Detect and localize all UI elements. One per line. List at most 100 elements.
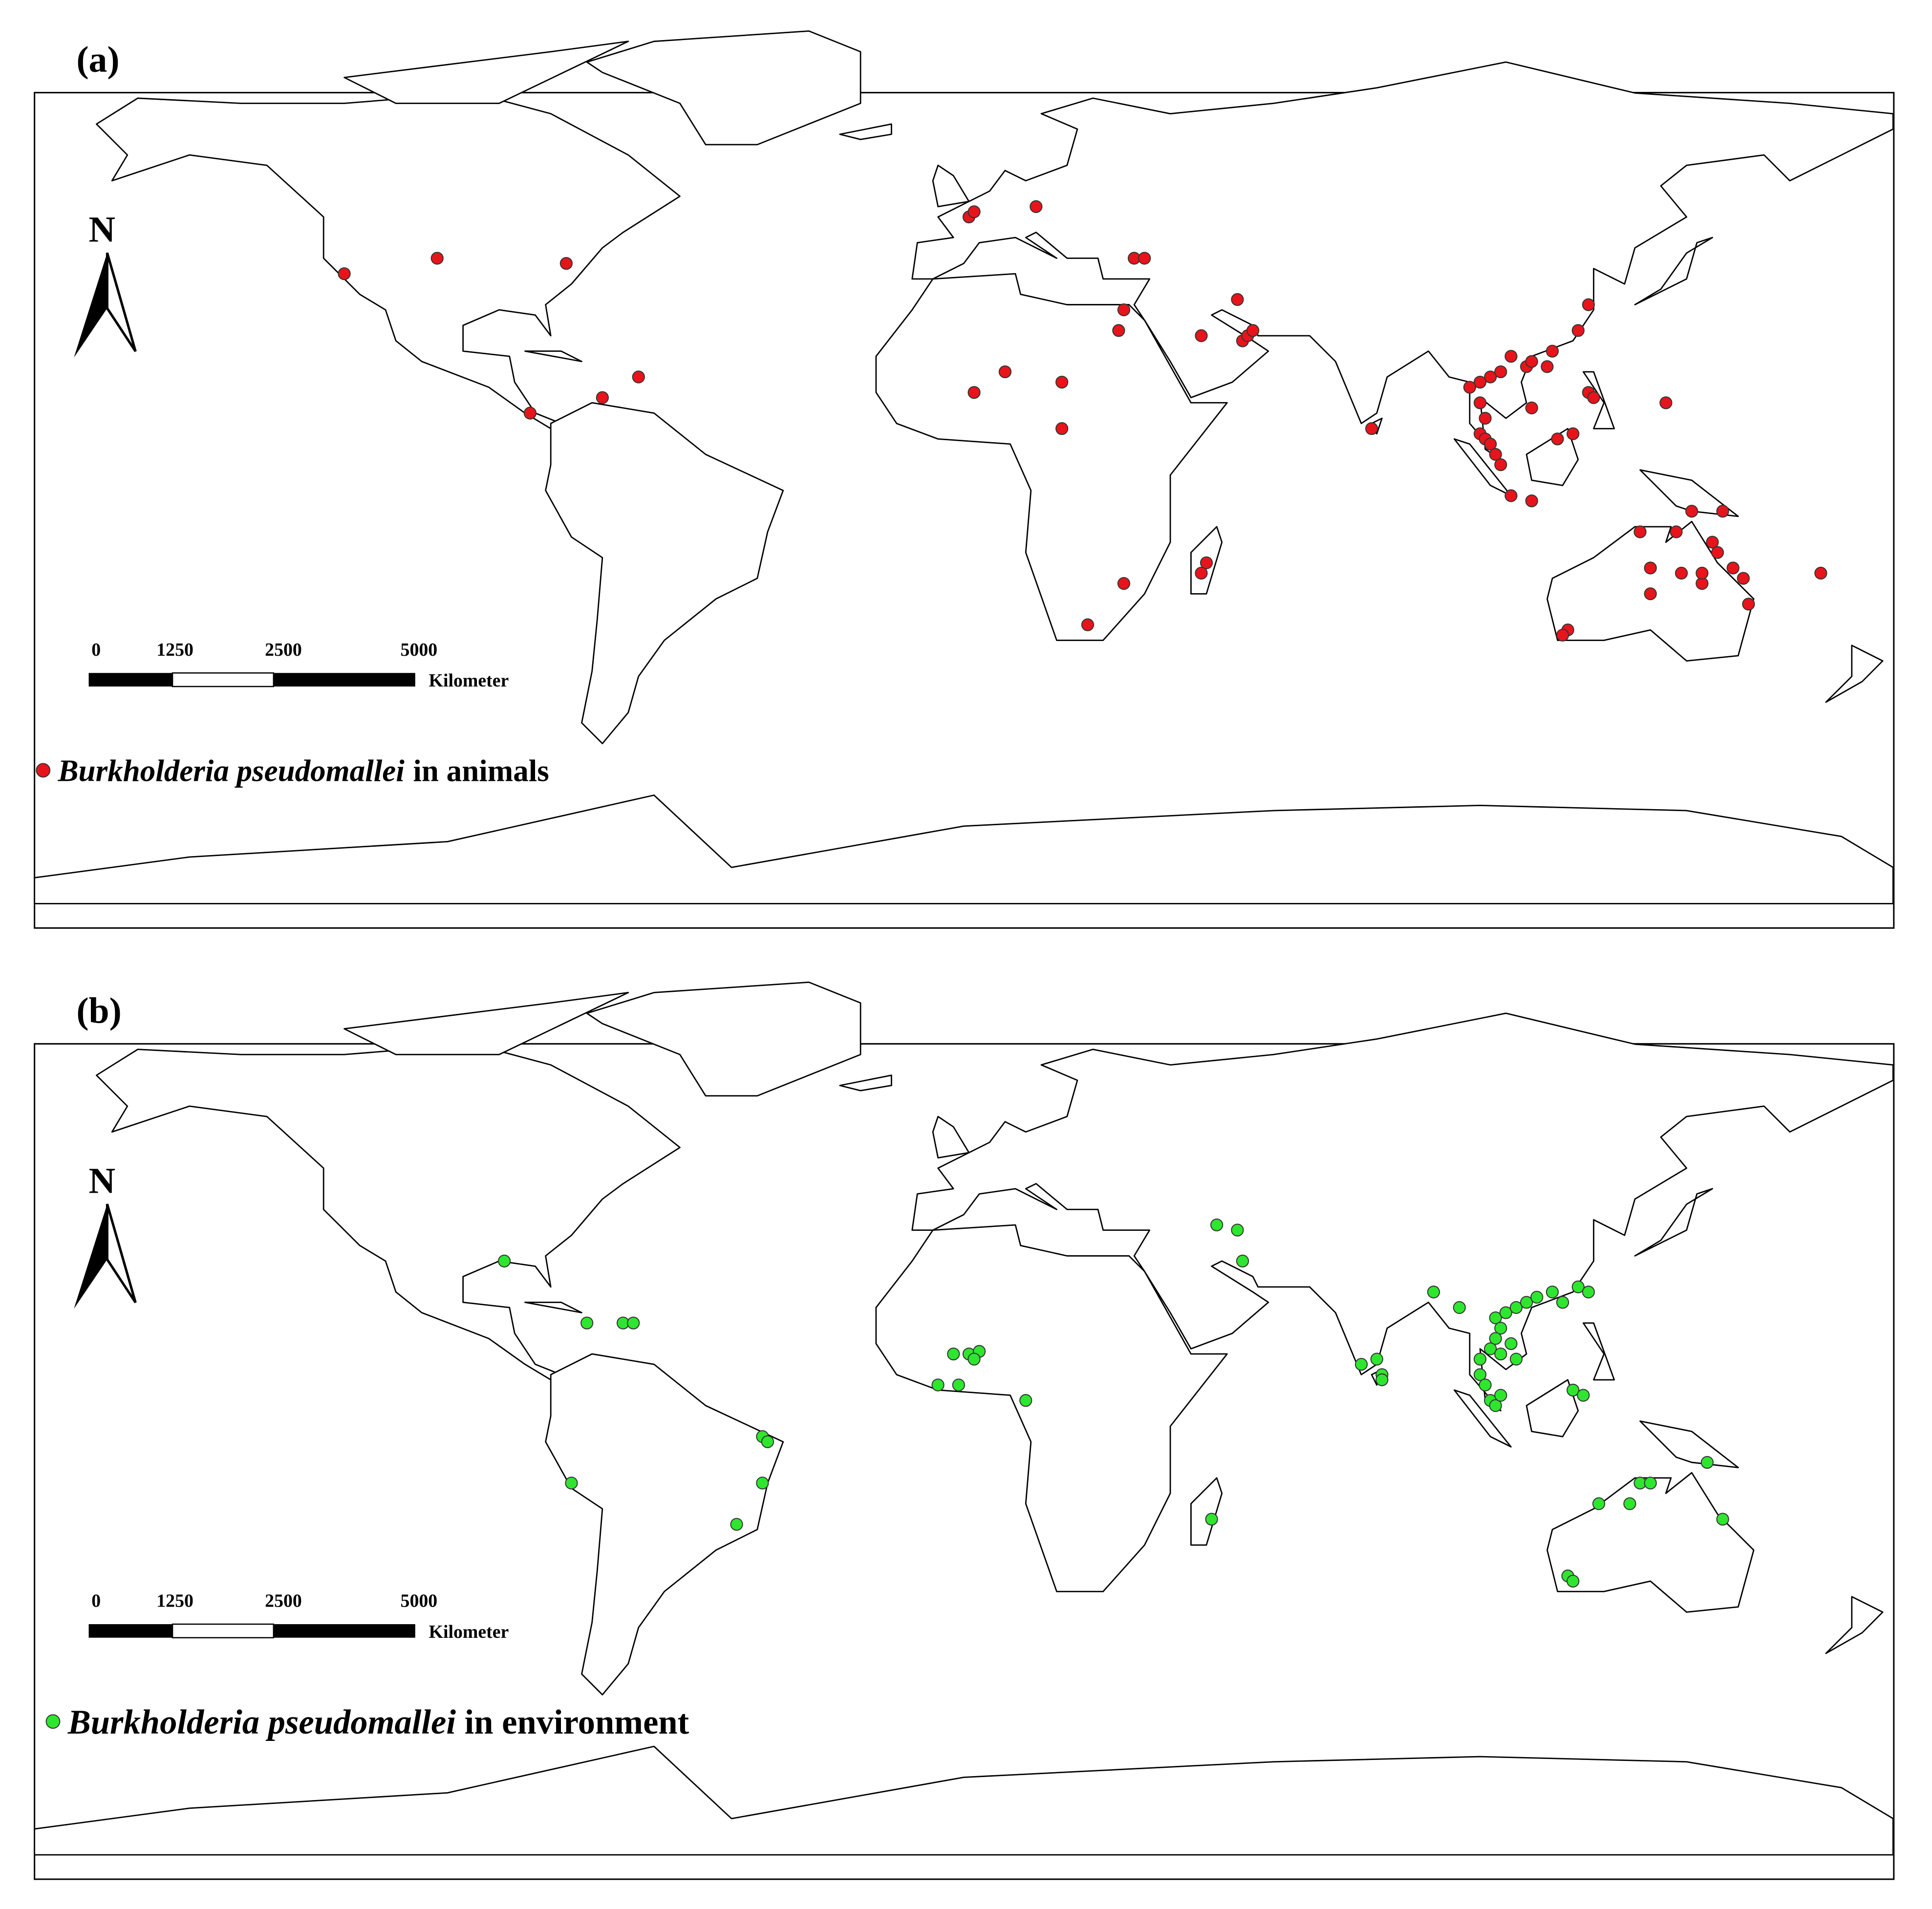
occurrence-point [1670,525,1683,538]
landmass [34,1745,1894,1856]
occurrence-point [1577,1389,1590,1402]
scale-bar [88,1624,173,1638]
landmass [34,794,1894,904]
landmass [1525,428,1579,486]
scale-unit: Kilometer [429,670,509,691]
occurrence-point [1742,598,1755,611]
occurrence-point [1236,1254,1249,1268]
occurrence-point [1504,489,1518,502]
occurrence-point [1200,556,1213,569]
occurrence-point [761,1435,774,1448]
occurrence-point [1587,391,1600,404]
occurrence-point [1210,1218,1224,1232]
landmass [1525,1379,1579,1437]
occurrence-point [1546,344,1559,358]
occurrence-point [1567,1383,1580,1397]
scale-bar [273,673,415,687]
occurrence-point [1706,536,1719,549]
north-arrow [106,1203,137,1304]
occurrence-point [1525,494,1538,508]
north-arrow [74,1204,107,1309]
occurrence-point [497,1254,511,1268]
legend-symbol [36,763,51,778]
occurrence-point [1525,355,1538,368]
occurrence-point [1541,360,1554,373]
occurrence-point [967,205,981,218]
occurrence-point [1231,1223,1244,1237]
occurrence-point [1489,1332,1502,1345]
occurrence-point [1504,1337,1518,1351]
occurrence-point [1427,1286,1440,1299]
occurrence-point [1633,525,1647,538]
occurrence-point [1055,375,1069,389]
landmass [545,402,784,745]
occurrence-point [1644,561,1657,575]
north-label: N [89,210,116,250]
occurrence-point [596,391,609,404]
occurrence-point [1484,370,1497,384]
landmass [545,1353,784,1695]
legend-species: Burkholderia pseudomallei [58,754,405,788]
occurrence-point [1556,628,1569,642]
occurrence-point [1354,1358,1368,1371]
north-arrow [106,252,137,352]
landmass [96,1043,681,1381]
occurrence-point [1081,618,1095,631]
occurrence-point [1726,561,1739,575]
occurrence-point [1520,1296,1533,1309]
occurrence-point [1205,1513,1218,1526]
landmass [343,41,629,104]
legend-suffix: in environment [465,1703,689,1741]
occurrence-point [1463,381,1477,394]
occurrence-point [1473,1352,1487,1366]
occurrence-point [1685,505,1698,518]
occurrence-point [1195,329,1208,343]
scale-unit: Kilometer [429,1622,509,1642]
occurrence-point [1546,1286,1559,1299]
occurrence-point [1737,572,1750,585]
occurrence-point [523,407,537,420]
legend-symbol [45,1714,61,1729]
landmass [343,992,629,1055]
occurrence-point [756,1477,769,1490]
occurrence-point [1716,1513,1729,1526]
scale-bar [273,1624,415,1638]
occurrence-point [1494,365,1507,379]
occurrence-point [952,1378,966,1392]
landmass [1582,371,1615,429]
occurrence-point [1711,546,1724,559]
occurrence-point [1375,1373,1389,1387]
landmass [875,1224,1228,1592]
occurrence-point [1030,200,1043,213]
panel-label: (b) [76,990,121,1031]
landmass [932,164,970,208]
occurrence-point [1509,1352,1523,1366]
occurrence-point [1556,1296,1569,1309]
occurrence-point [1195,566,1208,580]
landmass [839,1074,892,1092]
occurrence-point [1484,437,1497,450]
scale-label: 5000 [401,1591,438,1611]
occurrence-point [947,1347,960,1361]
landmass [932,1115,970,1158]
occurrence-point [1696,566,1709,580]
landmass [1639,1420,1739,1468]
occurrence-point [1525,401,1538,415]
landmass [1634,1188,1714,1257]
scale-label: 1250 [156,1591,193,1611]
legend-text: Burkholderia pseudomallei in animals [58,754,549,788]
occurrence-point [1716,505,1729,518]
occurrence-point [1623,1497,1636,1510]
landmass [1639,469,1739,517]
landmass [911,1012,1894,1412]
occurrence-point [1479,1378,1492,1392]
occurrence-point [430,252,444,265]
occurrence-point [1592,1497,1606,1510]
occurrence-point [632,370,645,384]
occurrence-point [338,267,351,280]
map-frame [34,92,1895,929]
occurrence-point [1571,324,1585,337]
map-panel: (a) N 0 1250 2500 5000 Kilometer Burkholderia p… [34,30,1895,929]
landmass [524,350,582,363]
